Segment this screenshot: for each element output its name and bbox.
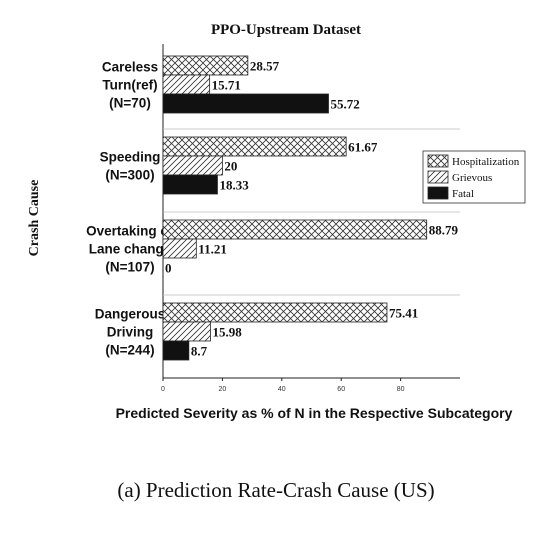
category-label: Driving: [107, 325, 154, 340]
data-label: 15.71: [212, 78, 241, 93]
bar-hospitalization: [162, 219, 428, 240]
data-label: 88.79: [429, 223, 459, 238]
chart-legend: Hospitalization Grievous Fatal: [422, 150, 526, 204]
bar-hospitalization: [162, 55, 249, 76]
data-label: 0: [165, 261, 172, 276]
severity-bar-chart: PPO-Upstream Dataset Crash Cause Predict…: [27, 22, 526, 421]
bar-grievous: [162, 155, 223, 176]
category-label: (N=107): [105, 260, 154, 275]
data-label: 20: [224, 159, 237, 174]
bar-fatal: [162, 93, 329, 114]
data-label: 75.41: [389, 306, 418, 321]
category-label: (N=70): [109, 96, 151, 111]
legend-label: Grievous: [452, 172, 492, 184]
figure-caption: (a) Prediction Rate-Crash Cause (US): [117, 478, 435, 502]
data-label: 15.98: [212, 325, 242, 340]
data-label: 8.7: [191, 344, 208, 359]
bar-grievous: [162, 321, 211, 342]
data-label: 61.67: [348, 140, 378, 155]
category-label: Turn(ref): [102, 78, 157, 93]
bar-fatal: [162, 340, 190, 361]
data-label: 55.72: [330, 97, 359, 112]
data-label: 18.33: [219, 178, 249, 193]
legend-swatch: [427, 154, 449, 168]
legend-swatch: [427, 186, 449, 200]
category-label: Dangerous: [95, 307, 166, 322]
x-tick-label: 40: [278, 386, 286, 393]
category-label: Overtaking or: [86, 224, 175, 239]
category-label: Speeding: [100, 150, 161, 165]
legend-label: Fatal: [452, 188, 474, 200]
data-label: 28.57: [250, 59, 280, 74]
bar-fatal: [162, 174, 218, 195]
legend-swatch: [427, 170, 449, 184]
category-label: Lane change: [89, 242, 172, 257]
bar-grievous: [162, 74, 211, 95]
x-tick-label: 80: [397, 386, 405, 393]
bar-hospitalization: [162, 302, 388, 323]
legend-label: Hospitalization: [452, 156, 520, 168]
bar-hospitalization: [162, 136, 347, 157]
category-label: (N=300): [105, 168, 154, 183]
data-label: 11.21: [198, 242, 227, 257]
x-tick-label: 60: [337, 386, 345, 393]
category-label: Careless: [102, 60, 158, 75]
x-axis-label: Predicted Severity as % of N in the Resp…: [116, 405, 513, 421]
x-tick-label: 20: [219, 386, 227, 393]
category-label: (N=244): [105, 343, 154, 358]
chart-title: PPO-Upstream Dataset: [211, 22, 361, 38]
y-axis-label: Crash Cause: [27, 180, 42, 257]
x-tick-label: 0: [161, 386, 165, 393]
bar-grievous: [162, 238, 197, 259]
